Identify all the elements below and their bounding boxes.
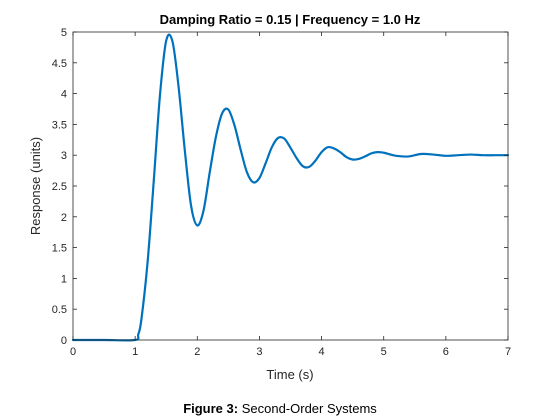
caption-text: Second-Order Systems (238, 401, 377, 416)
y-tick-label: 1 (61, 273, 67, 285)
x-axis-label: Time (s) (266, 367, 313, 382)
figure-caption: Figure 3: Second-Order Systems (0, 401, 560, 416)
y-tick-label: 0 (61, 335, 67, 347)
y-tick-label: 4 (61, 89, 67, 101)
y-tick-label: 3.5 (52, 119, 67, 131)
y-tick-label: 5 (61, 27, 67, 39)
x-tick-label: 7 (505, 346, 511, 358)
y-tick-label: 2.5 (52, 181, 67, 193)
chart-title: Damping Ratio = 0.15 | Frequency = 1.0 H… (160, 12, 421, 27)
x-tick-label: 2 (194, 346, 200, 358)
x-tick-label: 4 (319, 346, 325, 358)
y-tick-label: 0.5 (52, 304, 67, 316)
x-tick-label: 1 (132, 346, 138, 358)
y-tick-label: 4.5 (52, 58, 67, 70)
x-tick-label: 6 (443, 346, 449, 358)
y-tick-label: 3 (61, 150, 67, 162)
x-tick-label: 3 (256, 346, 262, 358)
y-axis-label: Response (units) (28, 137, 43, 235)
y-tick-label: 1.5 (52, 243, 67, 255)
x-tick-label: 0 (70, 346, 76, 358)
series-line (71, 33, 510, 342)
y-tick-label: 2 (61, 212, 67, 224)
caption-label: Figure 3: (183, 401, 239, 416)
x-tick-label: 5 (381, 346, 387, 358)
plot-area (73, 32, 508, 340)
